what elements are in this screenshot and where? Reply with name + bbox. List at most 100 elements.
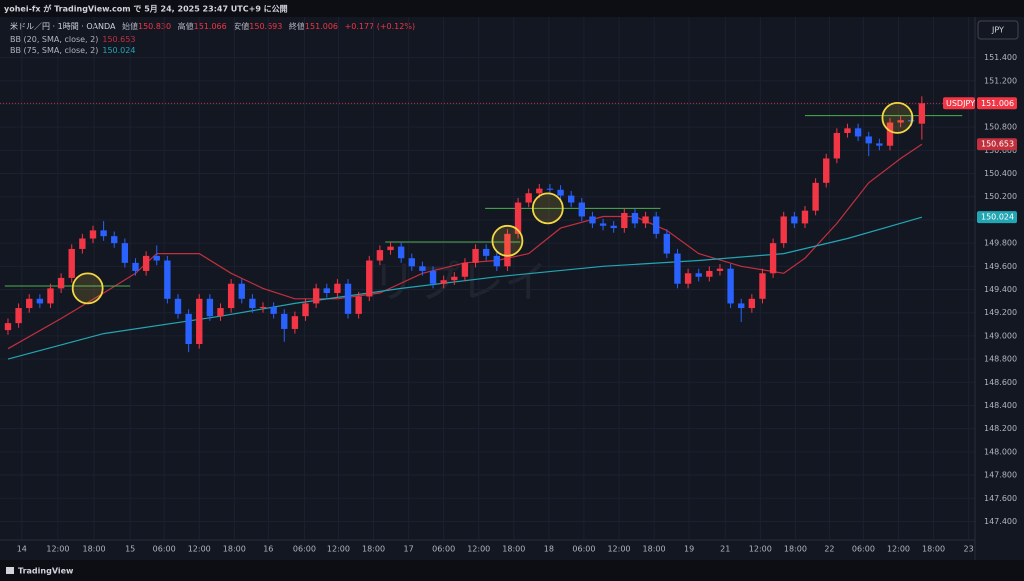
legend-value: 150.024 xyxy=(102,46,135,55)
ohlc-value: 150.693 xyxy=(249,22,282,31)
currency-label[interactable]: JPY xyxy=(991,26,1004,35)
y-tick-label: 148.800 xyxy=(984,355,1017,364)
candle-body xyxy=(706,270,713,277)
ohlc-label: 終値 xyxy=(289,21,305,31)
candle-body xyxy=(344,283,352,314)
candle-body xyxy=(493,255,500,267)
top-bar xyxy=(0,0,1024,17)
candle-body xyxy=(780,216,787,244)
candle-body xyxy=(4,323,12,331)
candle-body xyxy=(302,303,309,317)
candle-body xyxy=(419,266,426,271)
legend-value: 150.653 xyxy=(102,35,135,44)
symbol-header: 米ドル／円 · 1時間 · OANDA 始値150.830 高値151.066 … xyxy=(10,21,415,31)
candle-body xyxy=(578,202,585,217)
x-tick-label: 06:00 xyxy=(572,545,595,554)
candle-body xyxy=(589,216,596,224)
candle-body xyxy=(111,236,118,244)
change: +0.177 (+0.12%) xyxy=(345,22,416,31)
candle-body xyxy=(546,188,554,190)
legend-name: BB (20, SMA, close, 2) xyxy=(10,35,98,44)
plot xyxy=(0,17,975,540)
candle-body xyxy=(334,283,341,293)
candle-body xyxy=(132,262,139,271)
x-tick-label: 12:00 xyxy=(188,545,211,554)
x-tick-label: 14 xyxy=(17,545,27,554)
y-tick-label: 147.600 xyxy=(984,494,1017,503)
candle-body xyxy=(621,212,628,229)
footer: TradingView xyxy=(18,567,74,576)
candle-body xyxy=(121,243,129,263)
candle-body xyxy=(185,313,192,345)
candle-body xyxy=(206,298,214,317)
candle-body xyxy=(196,298,203,345)
candle-body xyxy=(142,255,150,271)
x-tick-label: 18:00 xyxy=(362,545,385,554)
x-tick-label: 12:00 xyxy=(887,545,910,554)
candle-body xyxy=(472,248,479,263)
candle-body xyxy=(833,132,841,159)
candle-body xyxy=(876,143,883,146)
candle-body xyxy=(249,298,256,309)
candle-body xyxy=(429,270,437,284)
candle-body xyxy=(791,216,798,224)
y-tick-label: 149.200 xyxy=(984,308,1017,317)
y-tick-label: 148.000 xyxy=(984,447,1017,456)
candle-body xyxy=(387,246,394,251)
candle-body xyxy=(376,250,384,261)
candle-body xyxy=(482,248,490,256)
candle-body xyxy=(57,277,65,289)
x-tick-label: 22 xyxy=(824,545,834,554)
x-tick-label: 21 xyxy=(720,545,730,554)
y-tick-label: 147.800 xyxy=(984,471,1017,480)
y-tick-label: 148.600 xyxy=(984,378,1017,387)
candle-body xyxy=(461,262,469,277)
x-tick-label: 06:00 xyxy=(293,545,316,554)
y-tick-label: 148.400 xyxy=(984,401,1017,410)
candle-body xyxy=(653,216,660,234)
y-tick-label: 151.400 xyxy=(984,53,1017,62)
x-tick-label: 17 xyxy=(404,545,414,554)
x-tick-label: 06:00 xyxy=(432,545,455,554)
ohlc-value: 151.006 xyxy=(305,22,338,31)
candle-body xyxy=(801,210,809,224)
watermark: リプレイ xyxy=(372,257,548,308)
x-tick-label: 06:00 xyxy=(153,545,176,554)
x-tick-label: 12:00 xyxy=(327,545,350,554)
candle-body xyxy=(759,273,766,299)
candle-body xyxy=(897,120,904,123)
legend-entry: BB (20, SMA, close, 2) 150.653 xyxy=(10,35,135,44)
y-tick-label: 150.600 xyxy=(984,146,1017,155)
candle-body xyxy=(312,288,320,304)
candle-body xyxy=(451,276,458,281)
last-price-tag-bg xyxy=(977,97,1017,110)
candle-body xyxy=(823,158,830,183)
publisher: yohei-fx が TradingView.com で 5月 24, 2025… xyxy=(4,4,288,14)
y-tick-label: 147.400 xyxy=(984,517,1017,526)
candle-body xyxy=(812,182,819,211)
candle-body xyxy=(259,306,267,309)
candle-body xyxy=(738,303,745,309)
candle-body xyxy=(610,225,617,229)
candle-body xyxy=(79,238,86,249)
candle-body xyxy=(769,243,777,274)
candle-body xyxy=(557,189,564,196)
y-tick-label: 148.200 xyxy=(984,424,1017,433)
candle-body xyxy=(238,283,245,299)
x-tick-label: 19 xyxy=(684,545,694,554)
currency-button[interactable] xyxy=(977,20,1019,40)
candle-body xyxy=(674,253,681,284)
y-tick-label: 151.200 xyxy=(984,76,1017,85)
candle-body xyxy=(854,128,862,137)
y-tick-label: 149.400 xyxy=(984,285,1017,294)
x-tick-label: 12:00 xyxy=(46,545,69,554)
candle-body xyxy=(15,308,22,324)
candle-body xyxy=(408,258,415,267)
candle-body xyxy=(281,313,288,329)
overlay-tag-bg xyxy=(977,138,1017,151)
footer-logo xyxy=(6,567,14,574)
x-tick-label: 12:00 xyxy=(749,545,772,554)
